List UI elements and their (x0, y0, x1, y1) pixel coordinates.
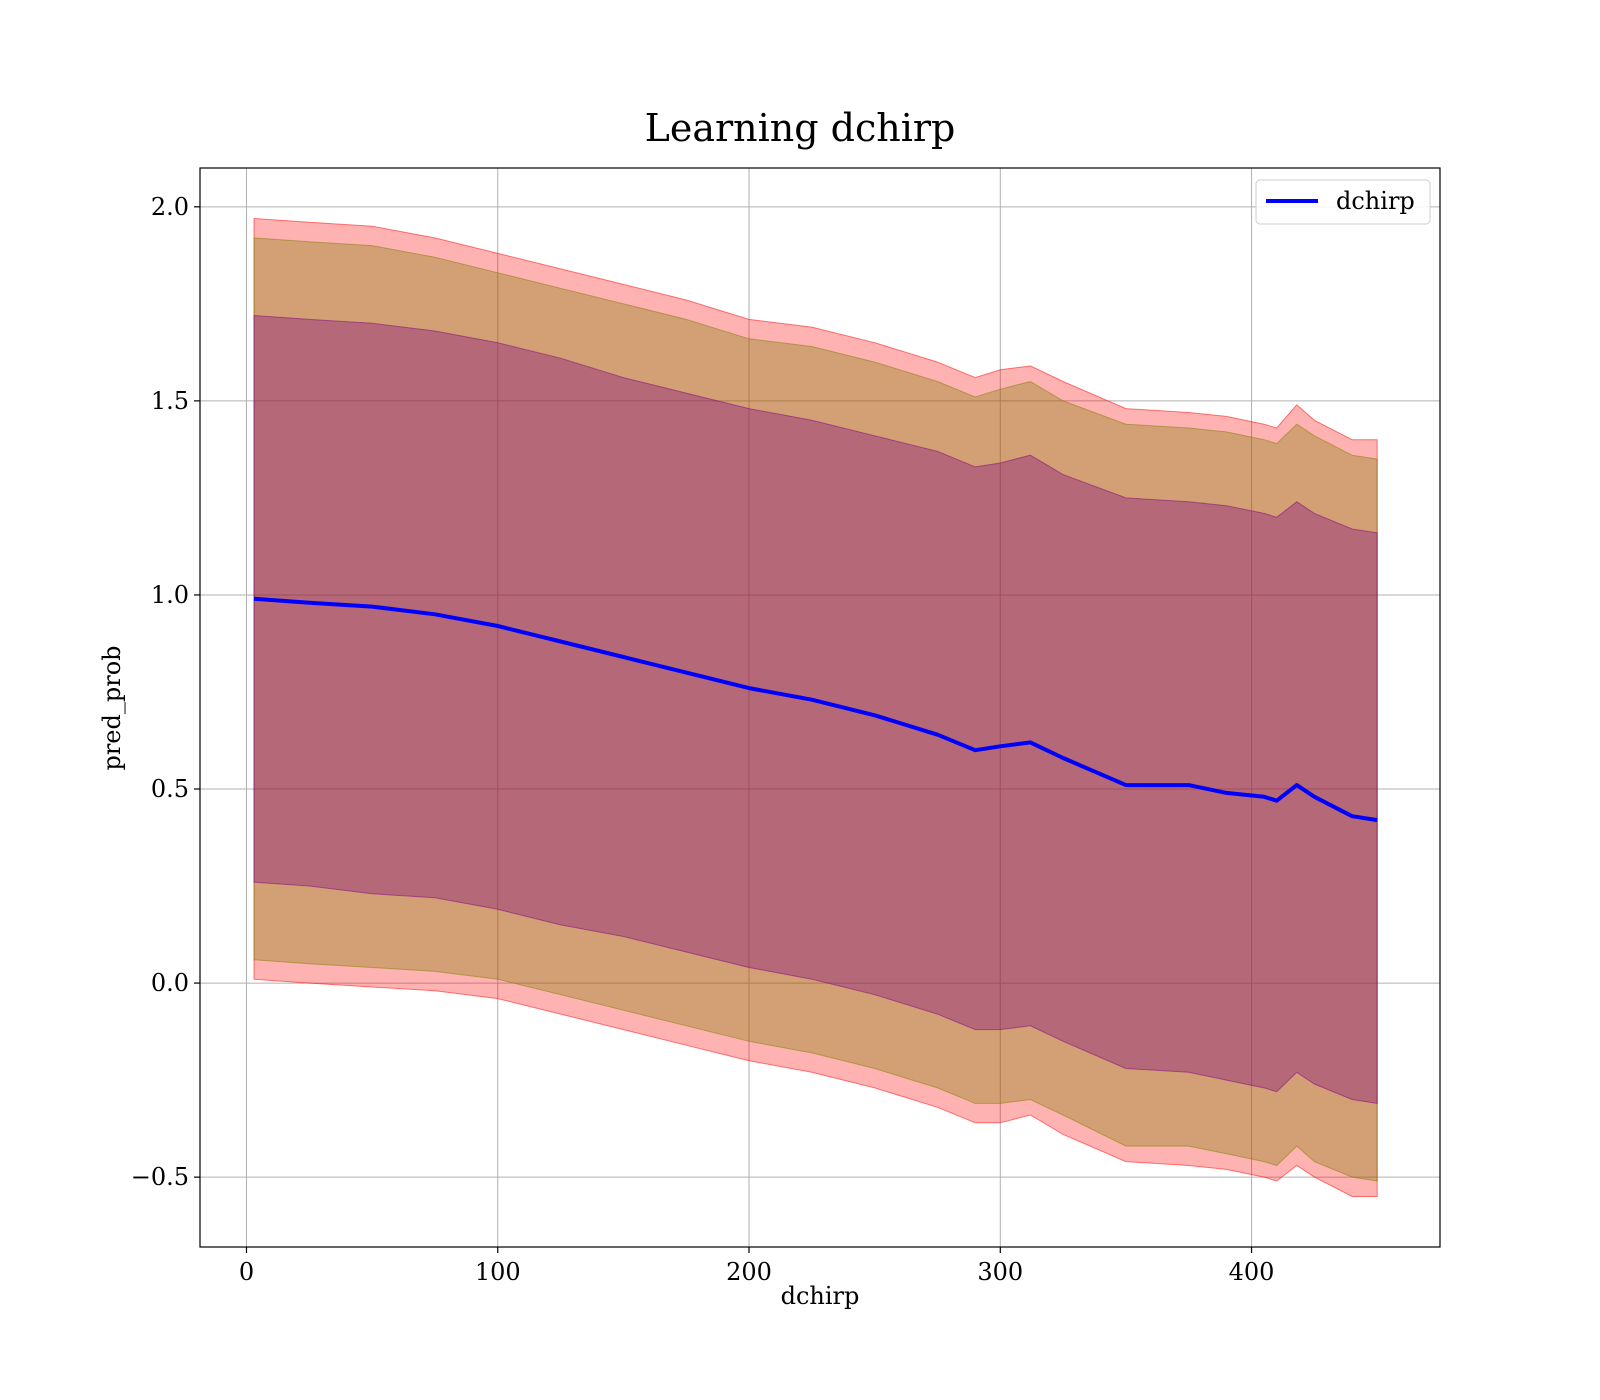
y-tick-label: −0.5 (131, 1163, 189, 1191)
y-tick-label: 0.5 (151, 775, 189, 803)
chart-title: Learning dchirp (645, 106, 956, 150)
y-axis-label: pred_prob (98, 645, 126, 770)
x-axis-ticks: 0 100 200 300 400 (239, 1247, 1275, 1286)
plot-area-frame (199, 167, 1441, 1248)
x-tick-label: 100 (475, 1258, 521, 1286)
x-axis-label: dchirp (781, 1282, 860, 1310)
y-tick-label: 1.5 (151, 387, 189, 415)
x-tick-label: 300 (977, 1258, 1023, 1286)
legend-box (1255, 179, 1431, 225)
y-tick-label: 1.0 (151, 581, 189, 609)
y-tick-label: 2.0 (151, 193, 189, 221)
series-lines (253, 596, 1378, 823)
outer_band (253, 217, 1378, 1197)
x-tick-label: 200 (726, 1258, 772, 1286)
legend: dchirp (1255, 179, 1431, 225)
legend-label-dchirp: dchirp (1336, 187, 1415, 215)
y-axis-ticks: −0.5 0.0 0.5 1.0 1.5 2.0 (131, 193, 200, 1191)
x-tick-label: 400 (1229, 1258, 1275, 1286)
series-line-dchirp (253, 596, 1378, 823)
x-tick-label: 0 (239, 1258, 254, 1286)
grid-lines (200, 168, 1440, 1247)
inner_band (253, 314, 1378, 1104)
y-tick-label: 0.0 (151, 969, 189, 997)
confidence-bands (253, 217, 1378, 1197)
middle_band (253, 237, 1378, 1182)
